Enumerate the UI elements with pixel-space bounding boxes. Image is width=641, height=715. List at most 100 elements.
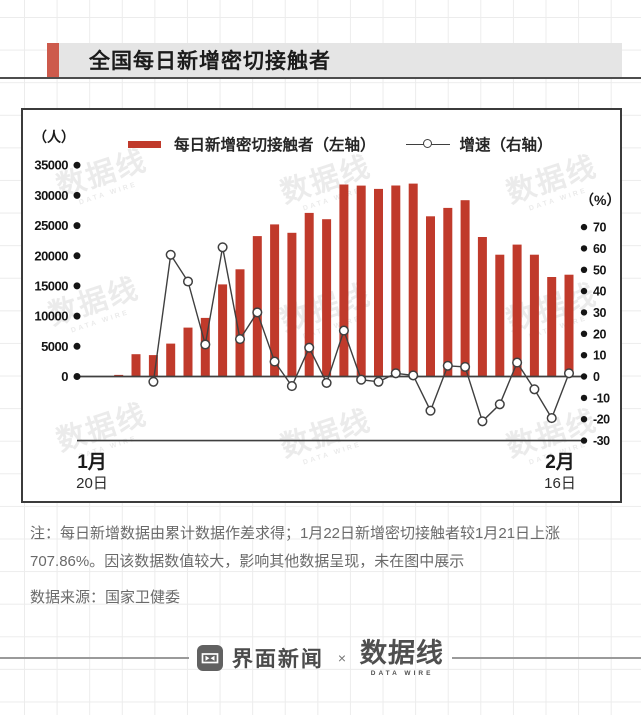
legend-line-label: 增速（右轴） <box>459 137 553 154</box>
bar <box>443 207 453 377</box>
growth-point <box>408 370 419 381</box>
bar <box>391 185 401 377</box>
growth-point <box>390 368 401 379</box>
x-label-end-month: 2月 <box>545 452 575 473</box>
growth-point <box>217 242 228 253</box>
right-tick-dot <box>580 266 588 273</box>
bar <box>460 200 470 377</box>
left-tick-dot <box>73 161 81 169</box>
brand-footer: 界面新闻 × 数据线 DATA WIRE <box>0 632 641 684</box>
jiemian-logo-icon <box>196 645 223 671</box>
left-tick-label: 0 <box>61 369 68 384</box>
right-tick-label: 40 <box>593 285 606 299</box>
right-tick-label: -30 <box>593 434 610 448</box>
bar <box>166 343 176 377</box>
bar <box>270 224 280 377</box>
left-tick-label: 35000 <box>34 158 68 173</box>
growth-point <box>563 368 575 379</box>
footer-rule-left <box>0 657 189 659</box>
left-tick-dot <box>73 342 81 350</box>
left-tick-label: 20000 <box>34 248 68 263</box>
chart-legend: 每日新增密切接触者（左轴） 增速（右轴） <box>128 134 553 154</box>
footnotes: 注：每日新增数据由累计数据作差求得；1月22日新增密切接触者较1月21日上涨70… <box>30 520 620 607</box>
bar <box>235 269 245 377</box>
x-label-start-month: 1月 <box>77 452 107 473</box>
left-tick-dot <box>73 282 81 290</box>
left-tick-label: 30000 <box>34 188 68 203</box>
legend-line-marker-icon <box>422 139 432 148</box>
right-tick-dot <box>580 437 588 444</box>
bar <box>131 354 141 377</box>
title-accent-bar <box>47 43 59 77</box>
growth-point <box>373 376 384 387</box>
bar <box>183 327 193 377</box>
right-tick-dot <box>580 352 588 359</box>
right-tick-label: 10 <box>593 349 606 363</box>
right-tick-dot <box>580 416 588 423</box>
bar <box>529 254 539 377</box>
growth-point <box>304 342 315 353</box>
right-tick-label: 0 <box>593 370 600 384</box>
right-tick-label: 20 <box>593 327 606 341</box>
growth-point <box>252 307 263 318</box>
growth-point <box>425 405 436 416</box>
brand-jiemian-label: 界面新闻 <box>231 648 324 671</box>
left-tick-dot <box>73 191 81 199</box>
growth-point <box>182 276 194 287</box>
bar <box>322 219 332 377</box>
bar <box>148 355 158 377</box>
growth-point <box>529 384 540 395</box>
combo-chart: 35000 30000 25000 20000 15000 10000 5000 0 （%） 70… <box>34 158 620 492</box>
growth-point <box>234 334 246 345</box>
bar <box>339 184 349 377</box>
datawire-logo-text: 数据线 <box>359 637 445 668</box>
growth-point <box>321 377 332 388</box>
growth-point <box>356 374 367 385</box>
datawire-logo: 数据线 DATA WIRE <box>359 637 445 677</box>
growth-point <box>165 249 176 260</box>
right-tick-dot <box>580 309 588 316</box>
bar <box>495 254 505 377</box>
growth-point <box>512 357 523 368</box>
page-title: 全国每日新增密切接触者 <box>89 50 331 73</box>
left-tick-dot <box>73 373 81 380</box>
left-tick-dot <box>73 252 81 260</box>
left-tick-label: 5000 <box>41 339 68 354</box>
bar <box>304 212 314 377</box>
bar <box>218 284 228 377</box>
growth-point <box>546 413 557 424</box>
bar <box>547 277 557 377</box>
bar <box>512 244 522 377</box>
right-tick-label: 70 <box>593 221 606 235</box>
legend-bar-label: 每日新增密切接触者（左轴） <box>174 137 376 154</box>
footer-rule-right <box>452 657 641 659</box>
left-axis-unit: （人） <box>33 129 75 145</box>
growth-point <box>286 381 297 392</box>
data-source: 数据来源：国家卫健委 <box>30 589 181 606</box>
right-tick-dot <box>580 287 588 295</box>
legend-line-swatch <box>405 139 450 148</box>
bar <box>252 236 262 377</box>
growth-point <box>442 360 453 371</box>
left-tick-dot <box>73 312 81 320</box>
x-label-end-day: 16日 <box>544 475 576 492</box>
right-tick-label: 60 <box>593 242 606 256</box>
right-tick-label: 50 <box>593 263 606 277</box>
growth-point <box>460 361 471 372</box>
left-tick-dot <box>73 222 81 230</box>
bar <box>564 274 574 377</box>
growth-point <box>200 339 211 350</box>
right-tick-label: 30 <box>593 306 606 320</box>
growth-point <box>269 356 280 367</box>
title-strip: 全国每日新增密切接触者 <box>47 43 622 77</box>
right-axis-unit: （%） <box>580 192 620 208</box>
growth-point <box>338 325 349 336</box>
brand-separator: × <box>337 650 347 666</box>
right-tick-dot <box>580 394 588 402</box>
right-tick-dot <box>580 373 588 380</box>
right-tick-dot <box>580 223 588 231</box>
bar <box>374 188 383 377</box>
bar <box>287 232 297 377</box>
legend-bar-swatch <box>128 140 161 148</box>
x-label-start-day: 20日 <box>76 475 108 492</box>
